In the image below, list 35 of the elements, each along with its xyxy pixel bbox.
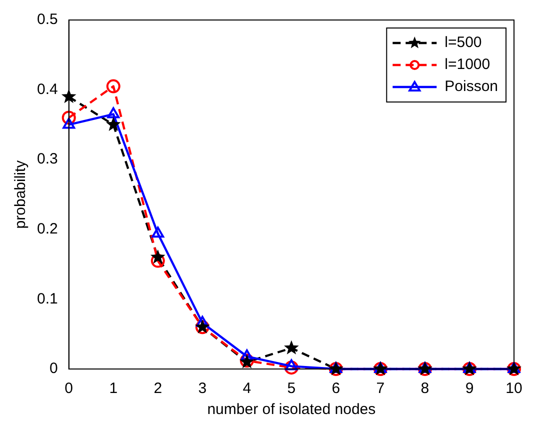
x-axis-title: number of isolated nodes [207,401,376,418]
legend-label: l=500 [444,34,482,52]
y-tick-label: 0.2 [36,220,58,238]
y-tick-label: 0.1 [36,290,58,308]
point [240,349,254,360]
point [284,340,299,354]
y-axis-title: probability [12,160,30,229]
x-tick-label: 6 [332,380,340,398]
y-tick-label: 0.4 [36,80,58,98]
point [106,116,121,132]
x-tick-label: 9 [465,380,474,398]
point [152,226,164,238]
x-tick-label: 1 [109,380,118,398]
point [107,107,120,118]
point [196,316,209,327]
point [62,110,76,125]
point [150,250,166,264]
x-tick-label: 10 [506,380,522,398]
point [62,118,76,129]
point [106,79,120,94]
x-tick-label: 8 [420,380,430,398]
x-tick-label: 0 [64,380,74,398]
x-tick-label: 4 [242,380,252,398]
point [150,254,165,268]
x-tick-label: 2 [154,380,162,398]
y-tick-label: 0.3 [36,150,58,168]
y-tick-label: 0.5 [36,11,58,28]
legend-label: Poisson [444,78,498,96]
legend-label: l=1000 [444,56,490,74]
x-tick-label: 3 [198,380,207,398]
x-tick-label: 7 [376,380,385,398]
x-tick-label: 5 [287,380,296,398]
y-tick-label: 0 [50,360,58,378]
point [285,359,298,370]
point [284,360,298,375]
